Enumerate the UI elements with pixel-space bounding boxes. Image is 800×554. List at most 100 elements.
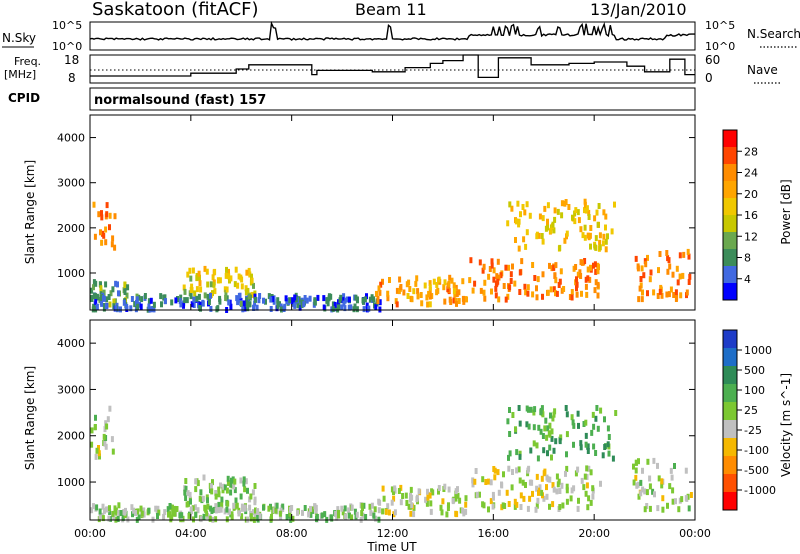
data-cell xyxy=(514,426,517,433)
nsky-panel: N.Sky 10^5 10^0 10^5 10^0 N.Search xyxy=(2,19,800,53)
data-cell xyxy=(565,411,569,418)
data-cell xyxy=(592,443,596,450)
data-cell xyxy=(239,493,243,500)
data-cell xyxy=(402,289,406,296)
data-cell xyxy=(553,272,557,279)
data-cell xyxy=(262,297,265,304)
data-cell xyxy=(579,273,583,279)
colorbar-tick-label: 4 xyxy=(744,273,751,286)
data-cell xyxy=(455,291,459,297)
data-cell xyxy=(244,478,248,485)
data-cell xyxy=(103,303,106,309)
data-cell xyxy=(213,268,217,275)
data-cell xyxy=(469,257,473,264)
data-cell xyxy=(669,286,673,293)
data-cell xyxy=(535,473,539,480)
y-tick-label: 4000 xyxy=(57,337,85,350)
data-cell xyxy=(156,513,159,519)
data-cell xyxy=(656,505,660,512)
data-cell xyxy=(386,290,390,297)
y-tick-label: 1000 xyxy=(57,267,85,280)
data-cell xyxy=(552,286,556,293)
colorbar-tick-label: 8 xyxy=(744,252,751,265)
data-cell xyxy=(537,424,541,431)
data-cell xyxy=(598,232,602,239)
data-cell xyxy=(551,221,555,228)
data-cell xyxy=(478,491,481,498)
data-cell xyxy=(575,285,578,292)
data-cell xyxy=(656,462,659,469)
data-cell xyxy=(606,425,610,432)
data-cell xyxy=(386,295,390,302)
data-cell xyxy=(100,300,104,307)
data-cell xyxy=(596,292,600,299)
data-cell xyxy=(537,232,541,239)
data-cell xyxy=(208,515,212,522)
data-cell xyxy=(646,290,649,297)
data-cell xyxy=(368,296,372,303)
data-cell xyxy=(341,297,345,304)
data-cell xyxy=(410,502,414,509)
data-cell xyxy=(103,440,107,447)
data-cell xyxy=(236,282,240,289)
data-cell xyxy=(416,293,420,300)
data-cell xyxy=(562,286,566,292)
data-cell xyxy=(94,293,97,300)
data-cell xyxy=(327,293,331,300)
data-cell xyxy=(428,301,432,308)
data-cell xyxy=(668,483,672,490)
data-cell xyxy=(587,209,591,216)
data-cell xyxy=(183,489,187,496)
data-cell xyxy=(139,505,143,512)
data-cell xyxy=(511,412,515,418)
data-cell xyxy=(550,428,554,435)
data-cell xyxy=(665,291,669,298)
data-cell xyxy=(309,511,313,518)
data-cell xyxy=(634,459,638,466)
data-cell xyxy=(301,509,304,516)
data-cell xyxy=(114,280,118,287)
data-cell xyxy=(360,502,364,509)
data-cell xyxy=(538,213,542,220)
data-cell xyxy=(95,447,99,454)
data-cell xyxy=(584,490,588,497)
data-cell xyxy=(471,481,475,488)
data-cell xyxy=(249,493,253,500)
colorbar-tick-label: 12 xyxy=(744,230,758,243)
data-cell xyxy=(553,207,557,214)
data-cell xyxy=(457,289,461,296)
data-cell xyxy=(591,411,595,418)
data-cell xyxy=(303,505,307,511)
data-cell xyxy=(525,405,529,412)
data-cell xyxy=(202,474,206,481)
x-tick-label: 12:00 xyxy=(377,527,409,540)
data-cell xyxy=(278,510,282,517)
data-cell xyxy=(135,296,139,303)
data-cell xyxy=(479,287,483,294)
data-cell xyxy=(100,210,103,217)
data-cell xyxy=(442,284,446,291)
data-cell xyxy=(524,243,528,250)
data-cell xyxy=(607,434,611,440)
data-cell xyxy=(368,503,372,510)
x-tick-label: 04:00 xyxy=(175,527,207,540)
data-cell xyxy=(573,218,577,225)
data-cell xyxy=(517,245,521,252)
data-cell xyxy=(515,501,519,508)
data-cell xyxy=(541,293,544,300)
data-cell xyxy=(397,488,401,494)
colorbar-segment xyxy=(723,402,737,421)
colorbar-segment xyxy=(723,198,737,216)
data-cell xyxy=(94,414,97,421)
data-cell xyxy=(513,280,517,287)
data-cell xyxy=(255,304,259,311)
data-cell xyxy=(139,303,143,310)
freq-panel: Freq. [MHz] 18 8 60 0 Nave xyxy=(4,53,780,85)
data-cell xyxy=(322,295,326,302)
data-cell xyxy=(522,236,526,243)
data-cell xyxy=(375,290,378,297)
data-cell xyxy=(137,514,141,521)
data-cell xyxy=(597,203,601,209)
data-cell xyxy=(671,487,675,494)
data-cell xyxy=(111,286,115,293)
